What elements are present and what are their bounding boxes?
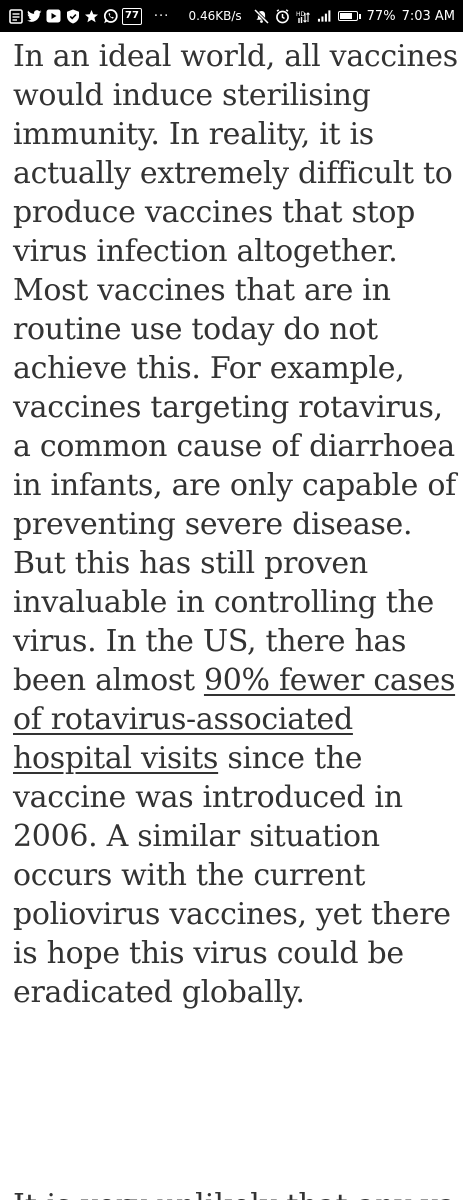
paragraph-text-before-link: In an ideal world, all vaccines would in… bbox=[13, 39, 458, 698]
svg-text:HD: HD bbox=[296, 11, 306, 18]
signal-icon bbox=[317, 9, 332, 24]
notification-icons: 77 ··· bbox=[8, 7, 170, 25]
article-paragraph: In an ideal world, all vaccines would in… bbox=[13, 37, 458, 1012]
notification-badge: 77 bbox=[122, 7, 142, 25]
alarm-icon bbox=[275, 8, 290, 24]
more-notifications-indicator: ··· bbox=[153, 8, 170, 24]
next-paragraph-cutoff: It is very unlikely that any vaccines bbox=[13, 1186, 458, 1200]
game-icon bbox=[84, 9, 99, 24]
article-body: In an ideal world, all vaccines would in… bbox=[13, 37, 458, 1012]
hotspot-icon: HD bbox=[296, 9, 311, 24]
battery-icon bbox=[337, 11, 361, 21]
network-speed: 0.46KB/s bbox=[188, 9, 242, 23]
system-indicators: 0.46KB/s HD 77% 7:03 AM bbox=[188, 8, 455, 24]
video-icon bbox=[46, 9, 61, 24]
status-bar: 77 ··· 0.46KB/s HD 77% 7:03 AM bbox=[0, 0, 463, 32]
whatsapp-icon bbox=[103, 8, 118, 24]
shield-icon bbox=[65, 9, 80, 24]
rotavirus-statistics-link[interactable]: 90% fewer cases of rotavirus-associated … bbox=[13, 663, 456, 776]
paragraph-text-after-link: since the vaccine was introduced in 2006… bbox=[13, 741, 451, 1010]
battery-percent: 77% bbox=[366, 8, 396, 24]
mute-icon bbox=[253, 8, 269, 24]
clock: 7:03 AM bbox=[401, 8, 455, 24]
twitter-icon bbox=[27, 9, 42, 24]
document-icon bbox=[8, 8, 23, 24]
